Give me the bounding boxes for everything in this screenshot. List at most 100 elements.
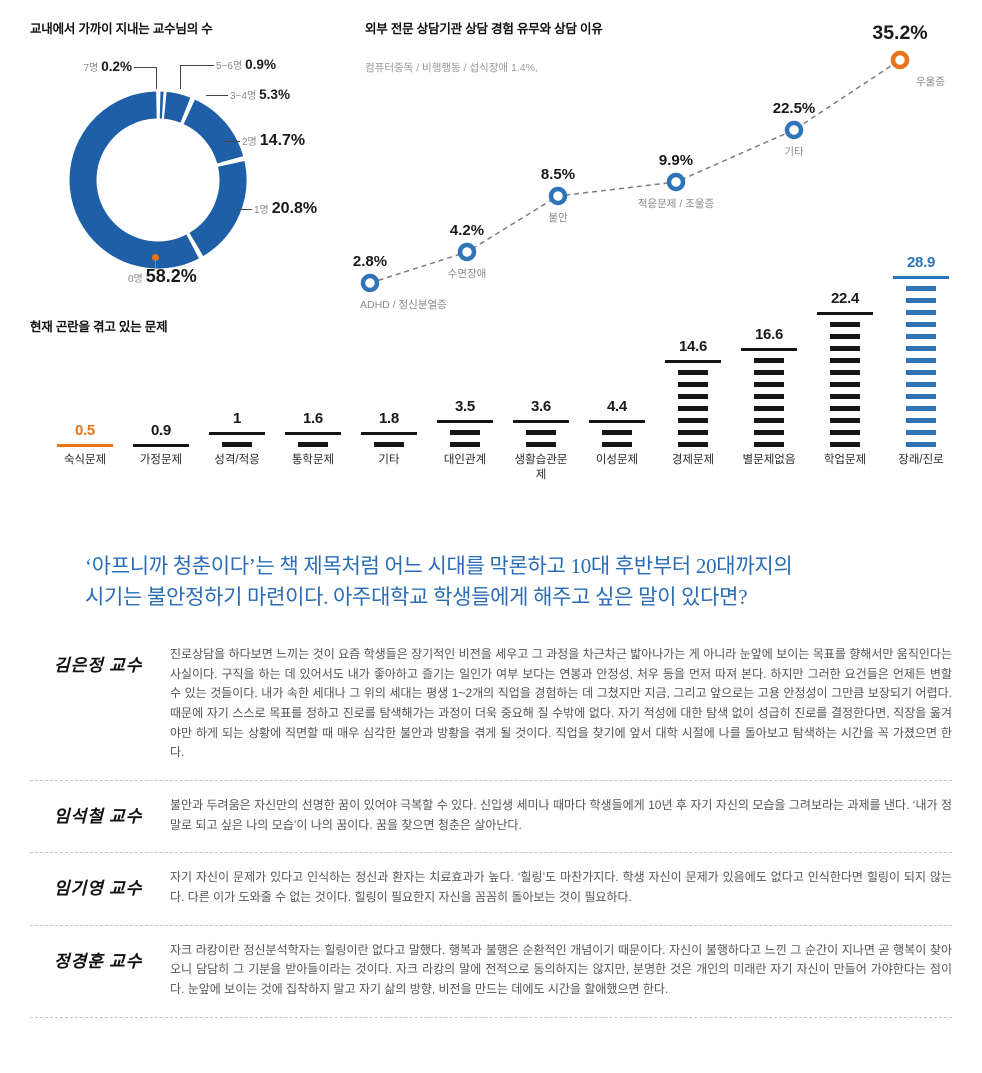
bar-dash: [906, 430, 936, 435]
bar-category-label: 성격/적응: [214, 454, 260, 466]
bar-dash: [678, 394, 708, 399]
bar-dash: [830, 418, 860, 423]
bar-dash: [906, 358, 936, 363]
donut-label-value: 20.8%: [271, 200, 318, 217]
line-chart-canvas: [360, 50, 910, 293]
data-point-marker: [457, 242, 477, 262]
data-point-marker: [784, 120, 804, 140]
bar-baseline: [209, 432, 265, 435]
bar-column: 1.8: [351, 410, 427, 447]
data-point-label: 수면장애: [447, 268, 487, 280]
bar-baseline: [285, 432, 341, 435]
bar-baseline: [133, 444, 189, 447]
bar-dash: [450, 442, 480, 447]
bar-dash: [906, 334, 936, 339]
bar-dash: [678, 406, 708, 411]
bar-baseline: [893, 276, 949, 279]
bar-chart-categories: 숙식문제 가정문제 성격/적응 통학문제 기타 대인관계 생활습관문제 이성문제 경제문제 별문제…: [47, 453, 959, 483]
bar-dash: [830, 394, 860, 399]
donut-label: 7명 0.2%: [83, 58, 132, 76]
donut-chart-title: 교내에서 가까이 지내는 교수님의 수: [30, 22, 213, 36]
data-point-value: 22.5%: [772, 100, 816, 117]
donut-label-category: 1명: [254, 205, 269, 216]
bar-dash: [830, 322, 860, 327]
professor-name: 정경훈 교수: [54, 951, 143, 971]
bar-column: 16.6: [731, 326, 807, 447]
bar-category-label: 통학문제: [291, 454, 335, 466]
donut-label-category: 2명: [242, 137, 257, 148]
bar-dash: [678, 418, 708, 423]
bar-dash: [906, 406, 936, 411]
bar-dash: [526, 442, 556, 447]
donut-callout-line: [155, 261, 156, 269]
bar-value: 3.6: [531, 398, 551, 415]
bar-column: 28.9: [883, 254, 959, 447]
data-point-marker: [548, 186, 568, 206]
donut-segment: [69, 91, 247, 269]
bar-baseline: [57, 444, 113, 447]
professor-comment: 불안과 두려움은 자신만의 선명한 꿈이 있어야 극복할 수 있다. 신입생 세…: [170, 798, 952, 832]
bar-dash: [830, 346, 860, 351]
bar-category-label: 장래/진로: [898, 454, 944, 466]
data-point-label: 불안: [548, 212, 568, 224]
donut-segment: [69, 91, 247, 269]
bar-baseline: [665, 360, 721, 363]
bar-dash: [222, 442, 252, 447]
quote-line: ‘아프니까 청춘이다’는 책 제목처럼 어느 시대를 막론하고 10대 후반부터…: [85, 554, 793, 578]
bar-category-label: 경제문제: [671, 454, 715, 466]
bar-dash: [754, 394, 784, 399]
bar-baseline: [589, 420, 645, 423]
donut-label-category: 5~6명: [216, 61, 243, 72]
bar-column: 14.6: [655, 338, 731, 447]
bar-category-label: 이성문제: [595, 454, 639, 466]
bar-category-label: 별문제없음: [742, 454, 796, 466]
data-point-marker: [890, 50, 910, 70]
donut-label-category: 0명: [128, 274, 143, 285]
data-point-value: 9.9%: [658, 152, 694, 169]
bar-dash: [754, 382, 784, 387]
professor-name: 임기영 교수: [54, 879, 143, 899]
professor-comment: 자크 라캉이란 정신분석학자는 힐링이란 없다고 말했다. 행복과 불행은 순환…: [170, 942, 952, 997]
bar-dash: [754, 442, 784, 447]
bar-dash: [678, 370, 708, 375]
data-point-value: 2.8%: [352, 253, 388, 270]
donut-callout-line: [180, 65, 181, 89]
professor-name: 임석철 교수: [54, 807, 143, 827]
donut-callout-line: [156, 67, 157, 89]
bar-dash: [830, 430, 860, 435]
donut-callout-line: [134, 67, 156, 68]
trend-line: [369, 59, 901, 284]
bar-column: 1: [199, 410, 275, 447]
donut-label-value: 5.3%: [259, 87, 290, 102]
bar-category-label: 생활습관문제: [514, 454, 568, 481]
bar-value: 1.8: [379, 410, 399, 427]
bar-column: 3.6: [503, 398, 579, 447]
donut-label-value: 0.9%: [245, 57, 276, 72]
bar-dash: [906, 310, 936, 315]
donut-label-value: 14.7%: [259, 132, 306, 149]
bar-dash: [754, 406, 784, 411]
bar-dash: [754, 418, 784, 423]
bar-dash: [526, 430, 556, 435]
donut-callout-line: [238, 209, 252, 210]
data-point-label: 우울증: [916, 76, 945, 88]
bar-dash: [906, 382, 936, 387]
bar-column: 22.4: [807, 290, 883, 447]
bar-value: 22.4: [831, 290, 859, 307]
interview-row: 정경훈 교수 자크 라캉이란 정신분석학자는 힐링이란 없다고 말했다. 행복과…: [30, 926, 952, 1018]
bar-baseline: [437, 420, 493, 423]
bar-category-label: 가정문제: [139, 454, 183, 466]
donut-segment: [69, 91, 247, 269]
donut-segment: [69, 91, 247, 269]
data-point-value: 8.5%: [540, 166, 576, 183]
bar-value: 28.9: [907, 254, 935, 271]
bar-baseline: [741, 348, 797, 351]
line-chart: 외부 전문 상담기관 상담 경험 유무와 상담 이유 컴퓨터중독 / 비행행동 …: [353, 18, 978, 336]
bar-column: 0.9: [123, 422, 199, 447]
bar-dash: [678, 442, 708, 447]
donut-highlight-dot: [152, 254, 159, 261]
donut-ring: [69, 91, 247, 269]
donut-segment: [69, 91, 247, 269]
bar-value: 14.6: [679, 338, 707, 355]
